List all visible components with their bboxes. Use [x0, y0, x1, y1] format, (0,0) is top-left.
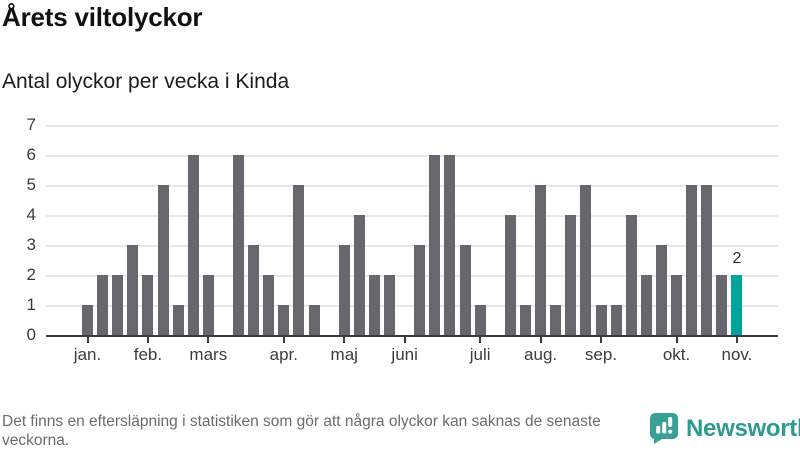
bar-week-27	[474, 305, 486, 335]
bar-week-7	[172, 305, 184, 335]
bar-week-33	[565, 215, 577, 335]
bar-week-6	[157, 185, 169, 335]
bar-week-30	[519, 305, 531, 335]
newsworthy-icon	[650, 413, 678, 444]
y-tick-label-1: 1	[26, 295, 36, 314]
bar-week-24	[429, 155, 441, 335]
x-tick-maj	[343, 337, 346, 343]
newsworthy-logo: Newsworthy	[650, 413, 800, 444]
x-tick-label-sep: sep.	[584, 345, 618, 364]
bar-week-40	[671, 275, 683, 335]
y-tick-label-0: 0	[26, 325, 36, 344]
bar-week-44	[731, 275, 743, 335]
bar-week-32	[550, 305, 562, 335]
x-tick-label-maj: maj	[330, 345, 358, 364]
x-tick-aug	[539, 337, 542, 343]
y-tick-label-6: 6	[26, 145, 36, 164]
plot-area: 2	[46, 125, 778, 343]
bar-week-35	[595, 305, 607, 335]
x-tick-label-feb: feb.	[133, 345, 163, 364]
x-tick-okt	[675, 337, 678, 343]
x-tick-label-mars: mars	[189, 345, 228, 364]
gridline-y5	[46, 185, 778, 187]
bar-week-4	[127, 245, 139, 335]
bar-week-15	[293, 185, 305, 335]
disclaimer-text: Det finns en eftersläpning i statistiken…	[2, 413, 601, 449]
y-tick-label-7: 7	[26, 115, 36, 134]
bar-week-16	[308, 305, 320, 335]
gridline-y4	[46, 215, 778, 217]
gridline-y7	[46, 125, 778, 127]
gridline-y3	[46, 245, 778, 247]
bar-week-31	[535, 185, 547, 335]
bar-week-23	[414, 245, 426, 335]
bar-week-26	[459, 245, 471, 335]
y-tick-label-4: 4	[26, 205, 36, 224]
x-tick-feb	[146, 337, 149, 343]
bar-week-9	[202, 275, 214, 335]
x-tick-label-juni: juni	[391, 345, 418, 364]
gridline-y1	[46, 305, 778, 307]
bar-week-37	[625, 215, 637, 335]
x-tick-juni	[403, 337, 406, 343]
x-tick-label-okt: okt.	[662, 345, 691, 364]
bar-week-12	[248, 245, 260, 335]
bar-week-41	[686, 185, 698, 335]
bar-week-29	[504, 215, 516, 335]
bar-week-8	[187, 155, 199, 335]
bar-week-1	[82, 305, 93, 335]
x-tick-label-aug: aug.	[524, 345, 558, 364]
bar-week-2	[97, 275, 109, 335]
bar-week-43	[716, 275, 728, 335]
x-tick-label-apr: apr.	[269, 345, 299, 364]
bar-week-11	[233, 155, 245, 335]
bar-week-25	[444, 155, 456, 335]
bar-week-36	[610, 305, 622, 335]
x-tick-juli	[479, 337, 482, 343]
x-tick-apr	[282, 337, 285, 343]
gridline-y2	[46, 275, 778, 277]
bar-week-34	[580, 185, 592, 335]
x-tick-label-nov: nov.	[721, 345, 753, 364]
bar-week-20	[368, 275, 380, 335]
x-tick-mars	[207, 337, 210, 343]
y-tick-label-3: 3	[26, 235, 36, 254]
x-tick-nov	[735, 337, 738, 343]
bar-week-21	[384, 275, 396, 335]
x-axis-labels: jan. feb. mars apr. maj juni juli aug. sep. okt. n…	[46, 345, 778, 367]
bar-week-13	[263, 275, 275, 335]
bar-week-14	[278, 305, 290, 335]
bar-week-42	[701, 185, 713, 335]
bar-week-18	[338, 245, 350, 335]
x-tick-sep	[600, 337, 602, 343]
newsworthy-wordmark: Newsworthy	[686, 414, 800, 442]
highlight-value-label: 2	[732, 250, 742, 267]
chart-subtitle: Antal olyckor per vecka i Kinda	[2, 70, 290, 93]
y-tick-label-5: 5	[26, 175, 36, 194]
x-tick-jan	[86, 337, 89, 343]
bar-week-38	[640, 275, 652, 335]
page-title: Årets viltolyckor	[2, 2, 203, 32]
gridline-y6	[46, 155, 778, 157]
x-tick-label-juli: juli	[469, 345, 491, 364]
bar-week-19	[353, 215, 365, 335]
y-tick-label-2: 2	[26, 265, 36, 284]
x-tick-label-jan: jan.	[73, 345, 102, 364]
bar-week-39	[655, 245, 667, 335]
bar-week-3	[112, 275, 124, 335]
y-axis-labels: 0 1 2 3 4 5 6 7	[10, 0, 36, 450]
bar-week-5	[142, 275, 154, 335]
